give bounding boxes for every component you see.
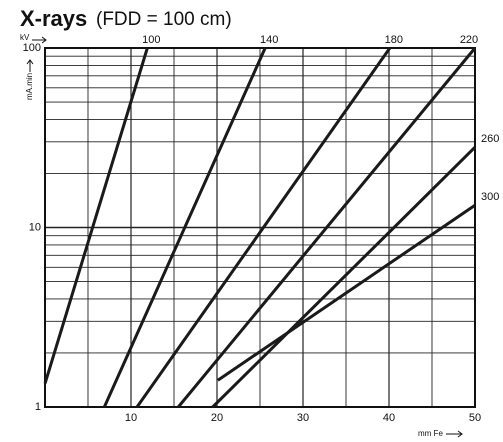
arrow	[26, 59, 34, 72]
series-line	[43, 47, 149, 385]
x-axis-label: mm Fe	[418, 429, 443, 438]
series-label: 220	[460, 34, 478, 46]
chart-subtitle: (FDD = 100 cm)	[96, 9, 232, 30]
legend-title: kV	[20, 33, 30, 42]
series-line	[217, 204, 476, 382]
series-line	[102, 47, 267, 408]
chart-title: X-rays	[20, 6, 87, 31]
series-label: 100	[142, 34, 160, 46]
y-tick-label: 100	[23, 42, 41, 54]
y-tick-label: 10	[29, 221, 41, 233]
x-tick-label: 30	[297, 412, 309, 424]
arrow	[446, 430, 463, 438]
series-line	[211, 146, 477, 409]
series-label: 260	[481, 133, 499, 145]
x-tick-label: 10	[125, 412, 137, 424]
x-tick-label: 40	[383, 412, 395, 424]
plot-frame	[44, 47, 476, 408]
series-label: 180	[385, 34, 403, 46]
y-axis-label: mA.min	[25, 73, 34, 100]
y-tick-label: 1	[35, 401, 41, 413]
x-tick-label: 20	[211, 412, 223, 424]
series-label: 300	[481, 191, 499, 203]
series-line	[177, 47, 477, 408]
series-label: 140	[260, 34, 278, 46]
series-line	[135, 47, 392, 408]
arrow	[32, 36, 47, 44]
x-tick-label: 50	[469, 412, 481, 424]
